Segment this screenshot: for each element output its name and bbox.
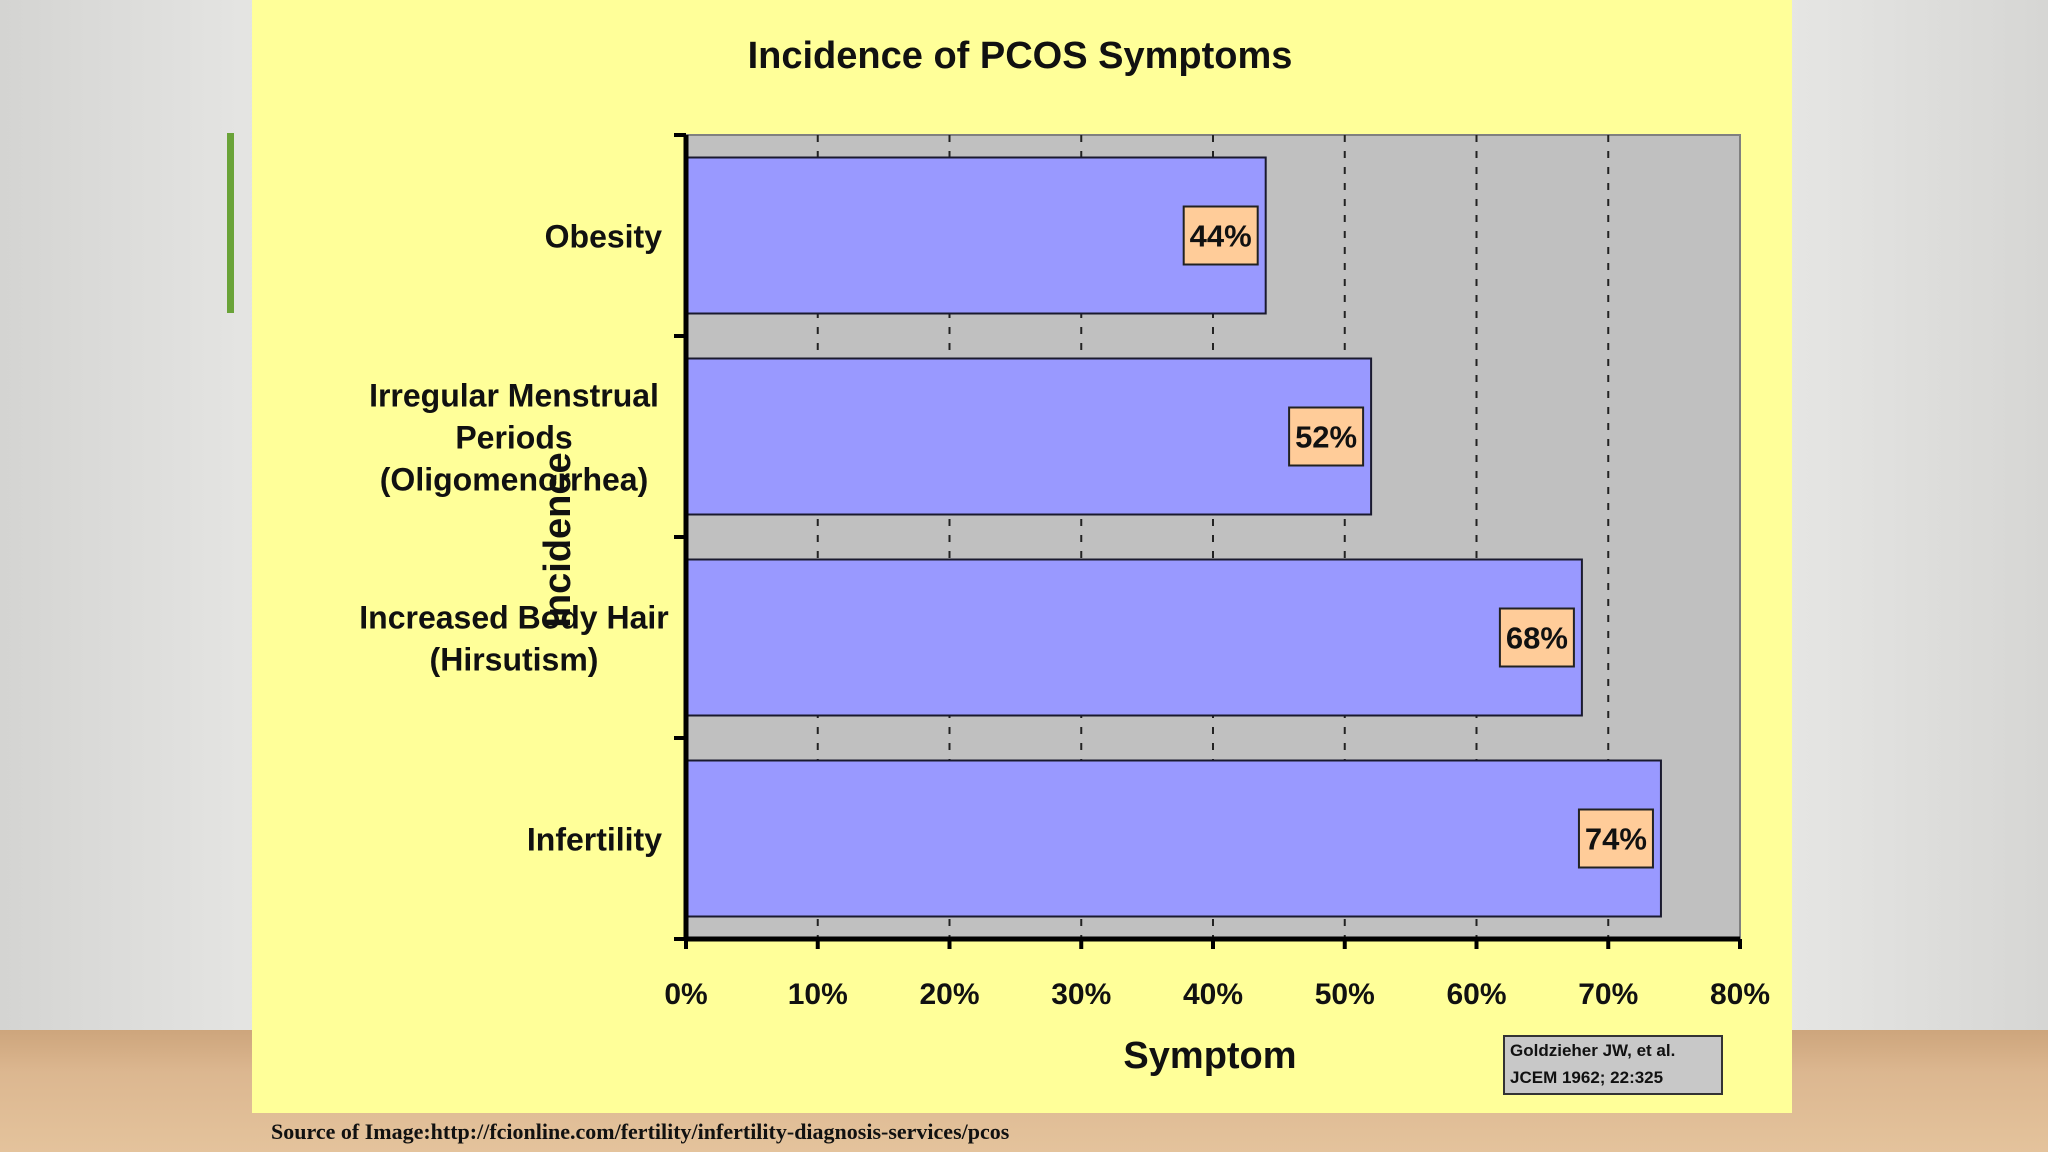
slide: Incidence of PCOS Symptoms 44% 52% 68% 74% … [252, 0, 1792, 1113]
category-label: (Oligomenorrhea) [380, 462, 648, 498]
category-label: Infertility [527, 822, 662, 858]
bar-chart: Incidence of PCOS Symptoms 44%52%68%74% … [359, 35, 1770, 1095]
value-label-box [1498, 607, 1575, 668]
value-label: 52% [1295, 420, 1357, 455]
x-tick-label: 70% [1578, 978, 1638, 1011]
x-tick-label: 80% [1710, 978, 1770, 1011]
value-label-box [1577, 808, 1654, 869]
image-source-caption: Source of Image:http://fcionline.com/fer… [271, 1119, 1010, 1144]
category-labels: Obesity Irregular Menstrual Periods (Oligom… [359, 219, 668, 858]
y-axis-title: Incidence [537, 452, 579, 627]
x-tick-label: 60% [1446, 978, 1506, 1011]
x-tick-labels: 0% 10% 20% 30% 40% 50% 60% 70% 80% [664, 978, 1770, 1011]
x-tick-label: 40% [1183, 978, 1243, 1011]
x-tick-label: 20% [919, 978, 979, 1011]
citation-line-2: JCEM 1962; 22:325 [1510, 1068, 1663, 1087]
axes [674, 133, 1742, 949]
x-tick-label: 30% [1051, 978, 1111, 1011]
citation-line-1: Goldzieher JW, et al. [1510, 1041, 1675, 1060]
value-label: 68% [1506, 621, 1568, 656]
citation-box: Goldzieher JW, et al. JCEM 1962; 22:325 [1503, 1035, 1723, 1095]
category-label: Increased Body Hair [359, 600, 668, 636]
value-label-box [1182, 205, 1259, 266]
x-tick-label: 10% [788, 978, 848, 1011]
bar [685, 558, 1583, 717]
x-tick-label: 50% [1315, 978, 1375, 1011]
bar [685, 156, 1267, 315]
category-label: Periods [455, 420, 572, 456]
value-label: 44% [1190, 219, 1252, 254]
bars [685, 156, 1662, 918]
x-tick-label: 0% [664, 978, 707, 1011]
bar [685, 759, 1662, 918]
value-labels: 44% 52% 68% 74% [1182, 205, 1654, 869]
accent-bar [227, 133, 234, 313]
category-label: (Hirsutism) [430, 642, 599, 678]
value-label: 74% [1585, 822, 1647, 857]
chart-title: Incidence of PCOS Symptoms [748, 35, 1293, 77]
x-axis-title: Symptom [1123, 1035, 1296, 1077]
value-label-box [1288, 406, 1365, 467]
category-label: Obesity [545, 219, 663, 255]
category-label: Irregular Menstrual [369, 378, 659, 414]
bar [685, 357, 1373, 516]
